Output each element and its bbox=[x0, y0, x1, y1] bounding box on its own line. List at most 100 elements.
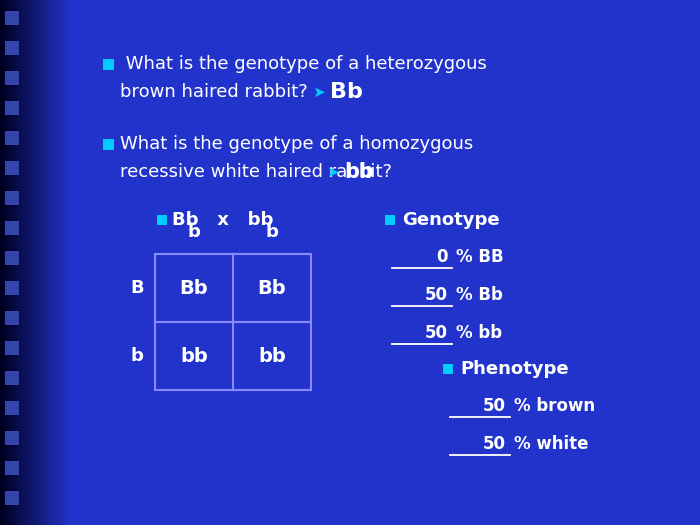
Bar bbox=[7, 0, 8, 525]
Bar bbox=[65, 0, 66, 525]
Bar bbox=[5, 251, 19, 265]
Text: % BB: % BB bbox=[456, 248, 503, 266]
Bar bbox=[42, 0, 43, 525]
Bar bbox=[5, 71, 19, 85]
Text: Bb   x   bb: Bb x bb bbox=[172, 211, 274, 229]
Bar bbox=[57, 0, 58, 525]
Bar bbox=[1, 0, 2, 525]
Bar bbox=[3, 0, 4, 525]
Bar bbox=[0, 0, 1, 525]
Bar bbox=[27, 0, 28, 525]
Bar bbox=[44, 0, 45, 525]
Bar bbox=[33, 0, 34, 525]
Bar bbox=[43, 0, 44, 525]
Text: 50: 50 bbox=[483, 435, 506, 453]
Bar bbox=[68, 0, 69, 525]
Bar bbox=[30, 0, 31, 525]
Text: Phenotype: Phenotype bbox=[460, 360, 568, 378]
Text: % brown: % brown bbox=[514, 397, 595, 415]
Bar bbox=[17, 0, 18, 525]
Bar bbox=[16, 0, 17, 525]
Bar bbox=[29, 0, 30, 525]
Text: bb: bb bbox=[344, 162, 374, 182]
Bar bbox=[66, 0, 67, 525]
Bar bbox=[40, 0, 41, 525]
Bar bbox=[25, 0, 26, 525]
Bar bbox=[4, 0, 5, 525]
Bar bbox=[21, 0, 22, 525]
Bar bbox=[155, 254, 311, 390]
Bar bbox=[37, 0, 38, 525]
Bar bbox=[157, 215, 167, 225]
Bar bbox=[13, 0, 14, 525]
Bar bbox=[34, 0, 35, 525]
Bar bbox=[62, 0, 63, 525]
Bar bbox=[47, 0, 48, 525]
Bar bbox=[31, 0, 32, 525]
Bar bbox=[5, 431, 19, 445]
Bar bbox=[49, 0, 50, 525]
Bar bbox=[26, 0, 27, 525]
Bar bbox=[19, 0, 20, 525]
Bar bbox=[10, 0, 11, 525]
Bar bbox=[5, 0, 6, 525]
Bar bbox=[63, 0, 64, 525]
Bar bbox=[11, 0, 12, 525]
Bar bbox=[38, 0, 39, 525]
Text: 50: 50 bbox=[425, 286, 448, 304]
Bar bbox=[53, 0, 54, 525]
Bar bbox=[48, 0, 49, 525]
Bar bbox=[5, 461, 19, 475]
Text: Bb: Bb bbox=[258, 278, 286, 298]
Bar bbox=[69, 0, 70, 525]
Bar bbox=[23, 0, 24, 525]
Text: What is the genotype of a heterozygous: What is the genotype of a heterozygous bbox=[120, 55, 487, 73]
Text: b: b bbox=[265, 223, 279, 241]
Bar bbox=[5, 281, 19, 295]
Bar bbox=[5, 131, 19, 145]
Text: 50: 50 bbox=[425, 324, 448, 342]
Bar bbox=[12, 0, 13, 525]
Text: Bb: Bb bbox=[180, 278, 209, 298]
Bar bbox=[52, 0, 53, 525]
Bar bbox=[15, 0, 16, 525]
Bar bbox=[54, 0, 55, 525]
Bar bbox=[5, 41, 19, 55]
Bar bbox=[67, 0, 68, 525]
Text: recessive white haired rabbit?: recessive white haired rabbit? bbox=[120, 163, 392, 181]
Text: Bb: Bb bbox=[330, 82, 363, 102]
Bar bbox=[32, 0, 33, 525]
Bar bbox=[5, 371, 19, 385]
Bar bbox=[46, 0, 47, 525]
Text: Genotype: Genotype bbox=[402, 211, 500, 229]
Text: 50: 50 bbox=[483, 397, 506, 415]
Bar bbox=[5, 11, 19, 25]
Bar bbox=[385, 215, 395, 225]
Text: % bb: % bb bbox=[456, 324, 502, 342]
Bar bbox=[5, 401, 19, 415]
Bar bbox=[50, 0, 51, 525]
Bar bbox=[51, 0, 52, 525]
Text: bb: bb bbox=[258, 346, 286, 365]
Text: ➤: ➤ bbox=[312, 85, 325, 100]
Bar bbox=[45, 0, 46, 525]
Bar bbox=[59, 0, 60, 525]
Bar bbox=[5, 491, 19, 505]
Bar bbox=[5, 101, 19, 115]
Bar bbox=[20, 0, 21, 525]
Text: b: b bbox=[188, 223, 200, 241]
Bar bbox=[58, 0, 59, 525]
Bar bbox=[24, 0, 25, 525]
Bar bbox=[28, 0, 29, 525]
Bar bbox=[5, 161, 19, 175]
Bar bbox=[22, 0, 23, 525]
Text: brown haired rabbit?: brown haired rabbit? bbox=[120, 83, 308, 101]
Text: bb: bb bbox=[180, 346, 208, 365]
Text: % white: % white bbox=[514, 435, 589, 453]
Text: ➤: ➤ bbox=[326, 164, 339, 180]
Bar bbox=[9, 0, 10, 525]
Bar bbox=[35, 0, 36, 525]
Bar bbox=[64, 0, 65, 525]
Bar bbox=[102, 58, 113, 69]
Bar bbox=[56, 0, 57, 525]
